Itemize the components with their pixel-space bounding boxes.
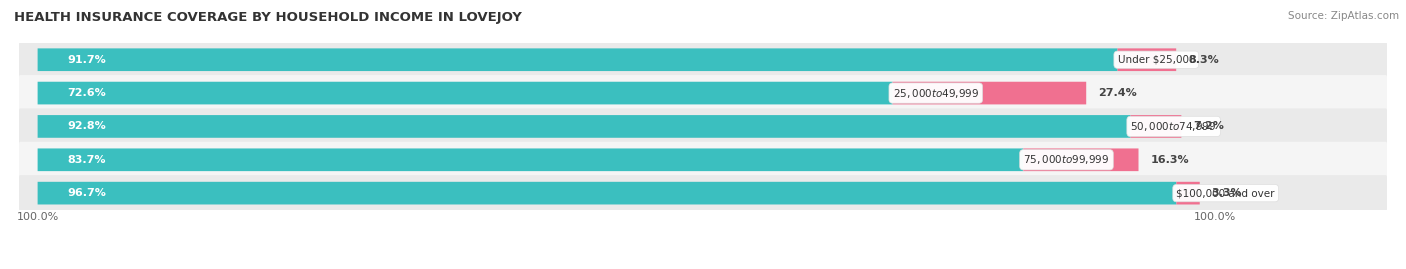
FancyBboxPatch shape [38, 148, 1024, 171]
Text: 83.7%: 83.7% [67, 155, 105, 165]
Text: 96.7%: 96.7% [67, 188, 105, 198]
Text: $75,000 to $99,999: $75,000 to $99,999 [1024, 153, 1109, 166]
Text: 92.8%: 92.8% [67, 121, 105, 132]
Text: HEALTH INSURANCE COVERAGE BY HOUSEHOLD INCOME IN LOVEJOY: HEALTH INSURANCE COVERAGE BY HOUSEHOLD I… [14, 11, 522, 24]
FancyBboxPatch shape [20, 75, 1386, 111]
Text: 72.6%: 72.6% [67, 88, 105, 98]
FancyBboxPatch shape [38, 182, 1177, 204]
Text: 8.3%: 8.3% [1188, 55, 1219, 65]
FancyBboxPatch shape [20, 175, 1386, 211]
FancyBboxPatch shape [1118, 48, 1177, 71]
Text: 100.0%: 100.0% [1194, 212, 1236, 222]
Text: $50,000 to $74,999: $50,000 to $74,999 [1130, 120, 1216, 133]
Text: Source: ZipAtlas.com: Source: ZipAtlas.com [1288, 11, 1399, 21]
FancyBboxPatch shape [1130, 115, 1181, 138]
FancyBboxPatch shape [38, 48, 1118, 71]
FancyBboxPatch shape [20, 108, 1386, 144]
Text: 7.2%: 7.2% [1194, 121, 1225, 132]
Text: 3.3%: 3.3% [1212, 188, 1241, 198]
Text: 16.3%: 16.3% [1150, 155, 1189, 165]
Text: $25,000 to $49,999: $25,000 to $49,999 [893, 87, 979, 100]
FancyBboxPatch shape [20, 42, 1386, 78]
Text: $100,000 and over: $100,000 and over [1177, 188, 1275, 198]
FancyBboxPatch shape [20, 142, 1386, 178]
FancyBboxPatch shape [1024, 148, 1139, 171]
FancyBboxPatch shape [38, 115, 1130, 138]
Text: 27.4%: 27.4% [1098, 88, 1136, 98]
Text: Under $25,000: Under $25,000 [1118, 55, 1195, 65]
Text: 91.7%: 91.7% [67, 55, 105, 65]
FancyBboxPatch shape [1177, 182, 1199, 204]
FancyBboxPatch shape [893, 82, 1087, 104]
Text: 100.0%: 100.0% [17, 212, 59, 222]
FancyBboxPatch shape [38, 82, 893, 104]
